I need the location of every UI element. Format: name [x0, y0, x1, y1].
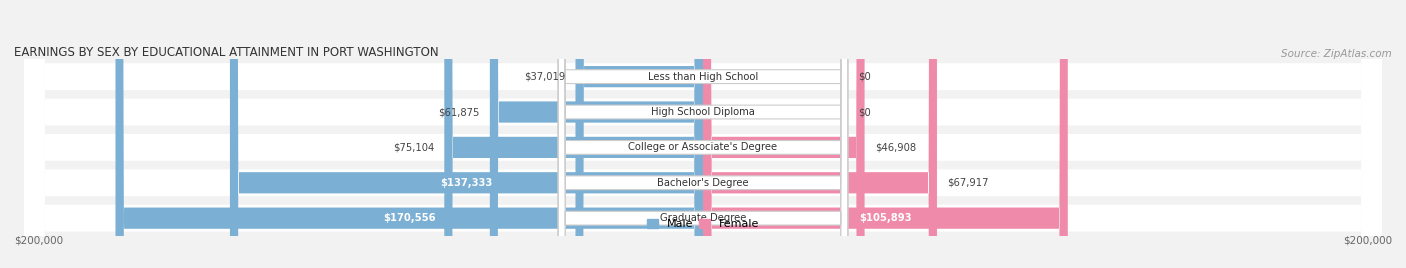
Legend: Male, Female: Male, Female: [643, 214, 763, 234]
Text: $137,333: $137,333: [440, 178, 492, 188]
Text: College or Associate's Degree: College or Associate's Degree: [628, 142, 778, 152]
Text: Bachelor's Degree: Bachelor's Degree: [657, 178, 749, 188]
FancyBboxPatch shape: [558, 0, 848, 268]
FancyBboxPatch shape: [489, 0, 703, 268]
FancyBboxPatch shape: [231, 0, 703, 268]
FancyBboxPatch shape: [558, 0, 848, 268]
Text: $61,875: $61,875: [439, 107, 479, 117]
FancyBboxPatch shape: [558, 0, 848, 268]
Text: EARNINGS BY SEX BY EDUCATIONAL ATTAINMENT IN PORT WASHINGTON: EARNINGS BY SEX BY EDUCATIONAL ATTAINMEN…: [14, 46, 439, 59]
Text: Less than High School: Less than High School: [648, 72, 758, 82]
FancyBboxPatch shape: [24, 0, 1382, 268]
Text: $67,917: $67,917: [948, 178, 988, 188]
Text: $170,556: $170,556: [382, 213, 436, 223]
FancyBboxPatch shape: [24, 0, 1382, 268]
Text: $105,893: $105,893: [859, 213, 911, 223]
FancyBboxPatch shape: [115, 0, 703, 268]
FancyBboxPatch shape: [24, 0, 1382, 268]
Text: $0: $0: [858, 72, 870, 82]
Text: Graduate Degree: Graduate Degree: [659, 213, 747, 223]
FancyBboxPatch shape: [24, 0, 1382, 268]
Text: $200,000: $200,000: [14, 236, 63, 246]
FancyBboxPatch shape: [558, 0, 848, 268]
Text: $75,104: $75,104: [392, 142, 434, 152]
FancyBboxPatch shape: [703, 0, 1067, 268]
Text: $46,908: $46,908: [875, 142, 917, 152]
FancyBboxPatch shape: [444, 0, 703, 268]
Text: Source: ZipAtlas.com: Source: ZipAtlas.com: [1281, 49, 1392, 59]
Text: $200,000: $200,000: [1343, 236, 1392, 246]
Text: $37,019: $37,019: [524, 72, 565, 82]
FancyBboxPatch shape: [703, 0, 865, 268]
Text: $0: $0: [858, 107, 870, 117]
Text: High School Diploma: High School Diploma: [651, 107, 755, 117]
FancyBboxPatch shape: [558, 0, 848, 268]
FancyBboxPatch shape: [703, 0, 936, 268]
FancyBboxPatch shape: [575, 0, 703, 268]
FancyBboxPatch shape: [24, 0, 1382, 268]
